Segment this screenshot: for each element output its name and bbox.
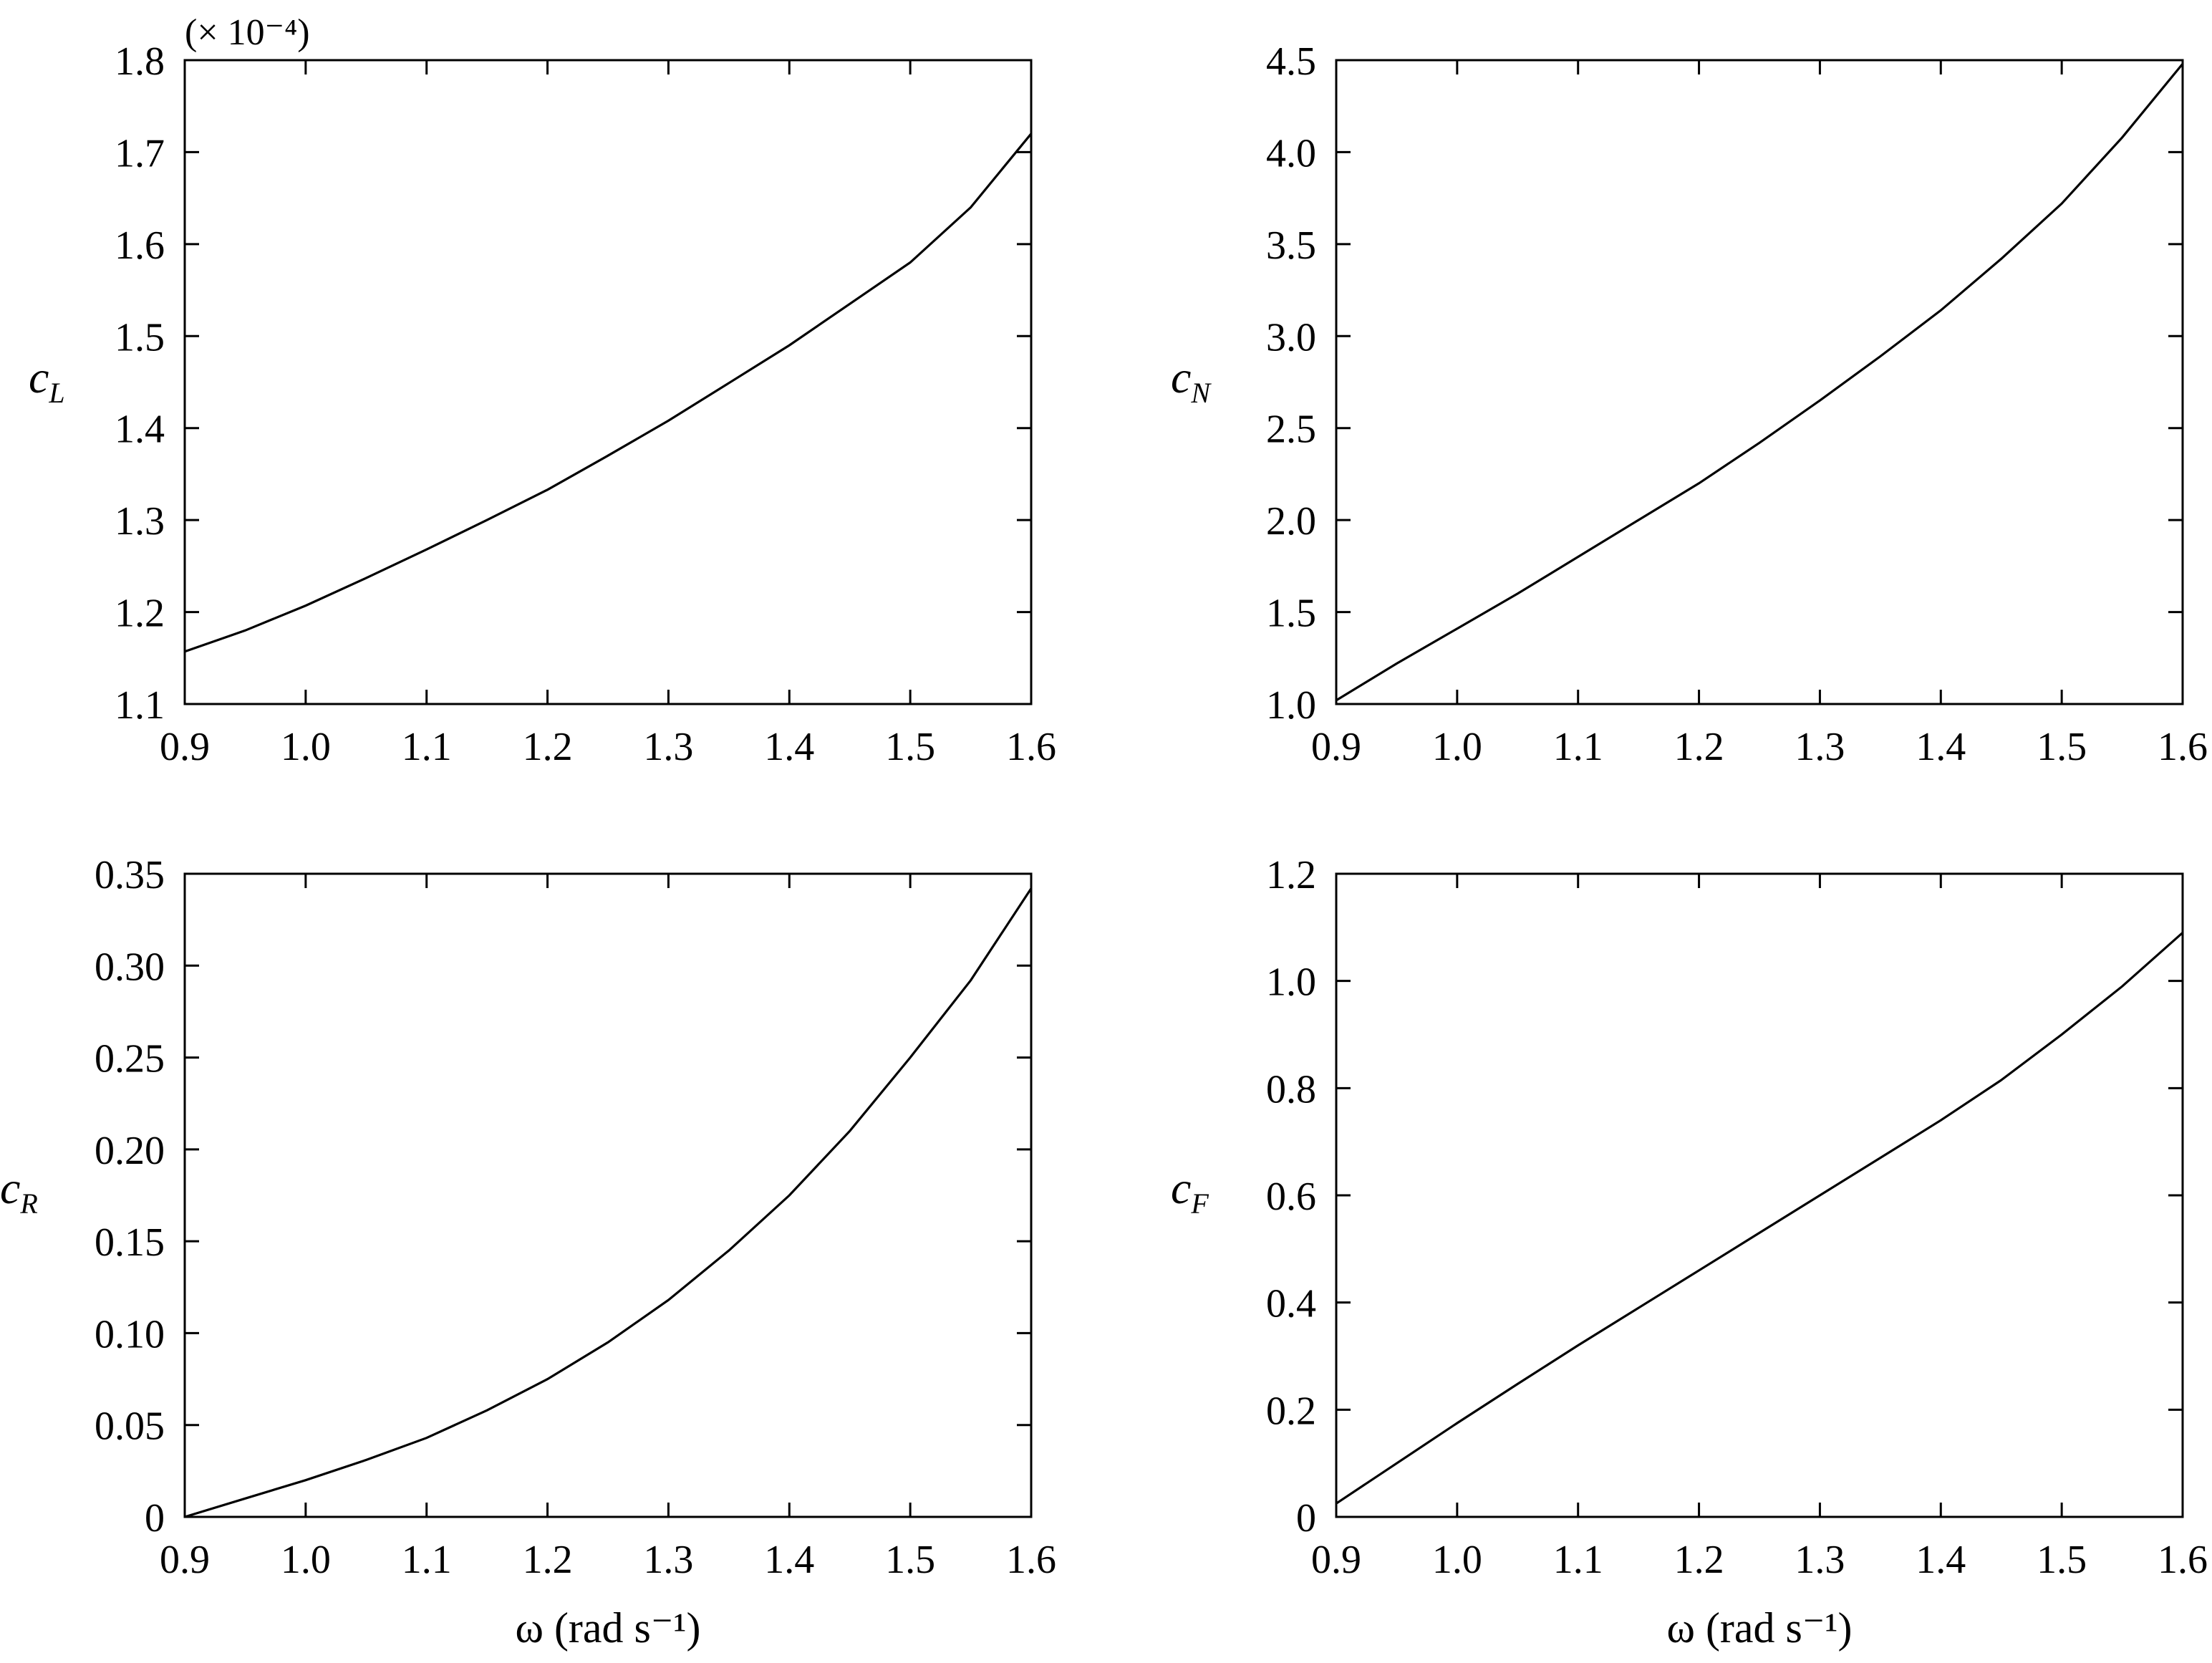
x-tick-label: 1.0 bbox=[281, 725, 331, 769]
y-tick-label: 2.5 bbox=[1266, 408, 1316, 452]
y-tick-label: 1.3 bbox=[115, 499, 165, 544]
y-tick-label: 0.30 bbox=[95, 945, 165, 989]
y-tick-label: 4.0 bbox=[1266, 131, 1316, 175]
y-axis-label-subscript: N bbox=[1190, 377, 1212, 409]
y-tick-label: 0 bbox=[1296, 1496, 1316, 1541]
series-line bbox=[1336, 63, 2184, 702]
x-tick-label: 1.3 bbox=[1795, 725, 1845, 769]
y-axis-label-main: c bbox=[1171, 1162, 1191, 1213]
y-tick-label: 1.0 bbox=[1266, 960, 1316, 1005]
y-tick-label: 1.4 bbox=[115, 408, 165, 452]
x-tick-label: 1.4 bbox=[1916, 1538, 1966, 1582]
panel-cF: 0.9 1.0 1.1 1.2 1.3 1.4 1.5 1.6 0 0.2 0.4 0.6 0.8 1.0… bbox=[1171, 853, 2208, 1652]
y-tick-label: 1.1 bbox=[115, 683, 165, 728]
y-tick-label: 0.2 bbox=[1266, 1389, 1316, 1433]
y-tick-label: 0.4 bbox=[1266, 1282, 1316, 1326]
y-tick-label: 0.35 bbox=[95, 853, 165, 897]
x-tick-label: 1.4 bbox=[764, 725, 814, 769]
x-tick-label: 0.9 bbox=[160, 1538, 210, 1582]
y-axis-label-subscript: L bbox=[48, 377, 64, 409]
y-axis-label-subscript: F bbox=[1190, 1187, 1209, 1220]
panel-cN: 0.9 1.0 1.1 1.2 1.3 1.4 1.5 1.61.01.52.02.53.03… bbox=[1171, 39, 2208, 769]
series-line bbox=[1336, 932, 2184, 1505]
x-tick-label: 1.1 bbox=[1553, 1538, 1603, 1582]
plot-frame bbox=[1335, 59, 2184, 705]
x-tick-label: 1.2 bbox=[1674, 1538, 1724, 1582]
y-tick-label: 0.05 bbox=[95, 1404, 165, 1449]
y-axis-label-main: c bbox=[0, 1162, 20, 1213]
x-tick-label: 0.9 bbox=[160, 725, 210, 769]
x-tick-label: 0.9 bbox=[1311, 725, 1361, 769]
y-tick-label: 0 bbox=[145, 1496, 165, 1541]
x-tick-label: 1.4 bbox=[764, 1538, 814, 1582]
y-axis-label: cL bbox=[29, 352, 65, 409]
y-axis-label-subscript: R bbox=[19, 1187, 37, 1220]
x-tick-label: 1.5 bbox=[2037, 725, 2087, 769]
x-axis-label: ω (rad s⁻¹) bbox=[515, 1604, 700, 1652]
y-tick-label: 1.8 bbox=[115, 39, 165, 84]
x-tick-label: 1.3 bbox=[1795, 1538, 1845, 1582]
series-line bbox=[184, 887, 1033, 1518]
x-tick-label: 1.1 bbox=[402, 725, 452, 769]
x-tick-label: 1.0 bbox=[1432, 1538, 1482, 1582]
x-tick-label: 1.3 bbox=[643, 725, 693, 769]
x-tick-label: 1.3 bbox=[643, 1538, 693, 1582]
y-axis-label: cN bbox=[1171, 352, 1212, 409]
y-tick-label: 0.6 bbox=[1266, 1175, 1316, 1219]
plot-frame bbox=[183, 59, 1033, 705]
exponent-note: (× 10⁻⁴) bbox=[185, 12, 310, 53]
x-tick-label: 1.1 bbox=[1553, 725, 1603, 769]
x-tick-label: 1.5 bbox=[885, 725, 935, 769]
x-tick-label: 1.5 bbox=[2037, 1538, 2087, 1582]
x-tick-label: 1.2 bbox=[1674, 725, 1724, 769]
panel-cL: 0.9 1.0 1.1 1.2 1.3 1.4 1.5 1.6 1.1 1.2 1.3 1.4 1.5 1… bbox=[29, 12, 1056, 769]
y-tick-label: 0.25 bbox=[95, 1037, 165, 1081]
y-tick-label: 1.2 bbox=[115, 592, 165, 636]
y-tick-label: 1.6 bbox=[115, 223, 165, 268]
y-axis-label-main: c bbox=[29, 352, 49, 403]
plot-frame bbox=[183, 872, 1033, 1518]
y-tick-label: 3.0 bbox=[1266, 315, 1316, 360]
x-tick-label: 1.2 bbox=[523, 725, 573, 769]
y-tick-label: 1.2 bbox=[1266, 853, 1316, 897]
panel-cR: 0.9 1.0 1.1 1.2 1.3 1.4 1.5 1.6 0 0.05 0.10 0.15 0.2… bbox=[0, 853, 1056, 1652]
y-tick-label: 3.5 bbox=[1266, 223, 1316, 268]
x-tick-label: 1.4 bbox=[1916, 725, 1966, 769]
series-line bbox=[184, 132, 1033, 653]
x-tick-label: 1.6 bbox=[1006, 725, 1056, 769]
x-tick-label: 1.5 bbox=[885, 1538, 935, 1582]
y-axis-label: cR bbox=[0, 1162, 38, 1220]
y-tick-label: 1.5 bbox=[1266, 592, 1316, 636]
x-tick-label: 1.1 bbox=[402, 1538, 452, 1582]
y-tick-label: 0.8 bbox=[1266, 1067, 1316, 1112]
y-axis-label-main: c bbox=[1171, 352, 1191, 403]
y-tick-label: 2.0 bbox=[1266, 499, 1316, 544]
x-tick-label: 0.9 bbox=[1311, 1538, 1361, 1582]
y-axis-label: cF bbox=[1171, 1162, 1209, 1220]
x-tick-label: 1.0 bbox=[1432, 725, 1482, 769]
y-tick-label: 1.7 bbox=[115, 131, 165, 175]
x-tick-label: 1.6 bbox=[1006, 1538, 1056, 1582]
x-tick-label: 1.6 bbox=[2158, 1538, 2208, 1582]
x-tick-label: 1.2 bbox=[523, 1538, 573, 1582]
x-axis-label: ω (rad s⁻¹) bbox=[1666, 1604, 1852, 1652]
y-tick-label: 0.10 bbox=[95, 1312, 165, 1356]
y-tick-label: 0.15 bbox=[95, 1220, 165, 1265]
y-tick-label: 0.20 bbox=[95, 1129, 165, 1173]
y-tick-label: 1.0 bbox=[1266, 683, 1316, 728]
y-tick-label: 4.5 bbox=[1266, 39, 1316, 84]
x-tick-label: 1.0 bbox=[281, 1538, 331, 1582]
y-tick-label: 1.5 bbox=[115, 315, 165, 360]
x-tick-label: 1.6 bbox=[2158, 725, 2208, 769]
